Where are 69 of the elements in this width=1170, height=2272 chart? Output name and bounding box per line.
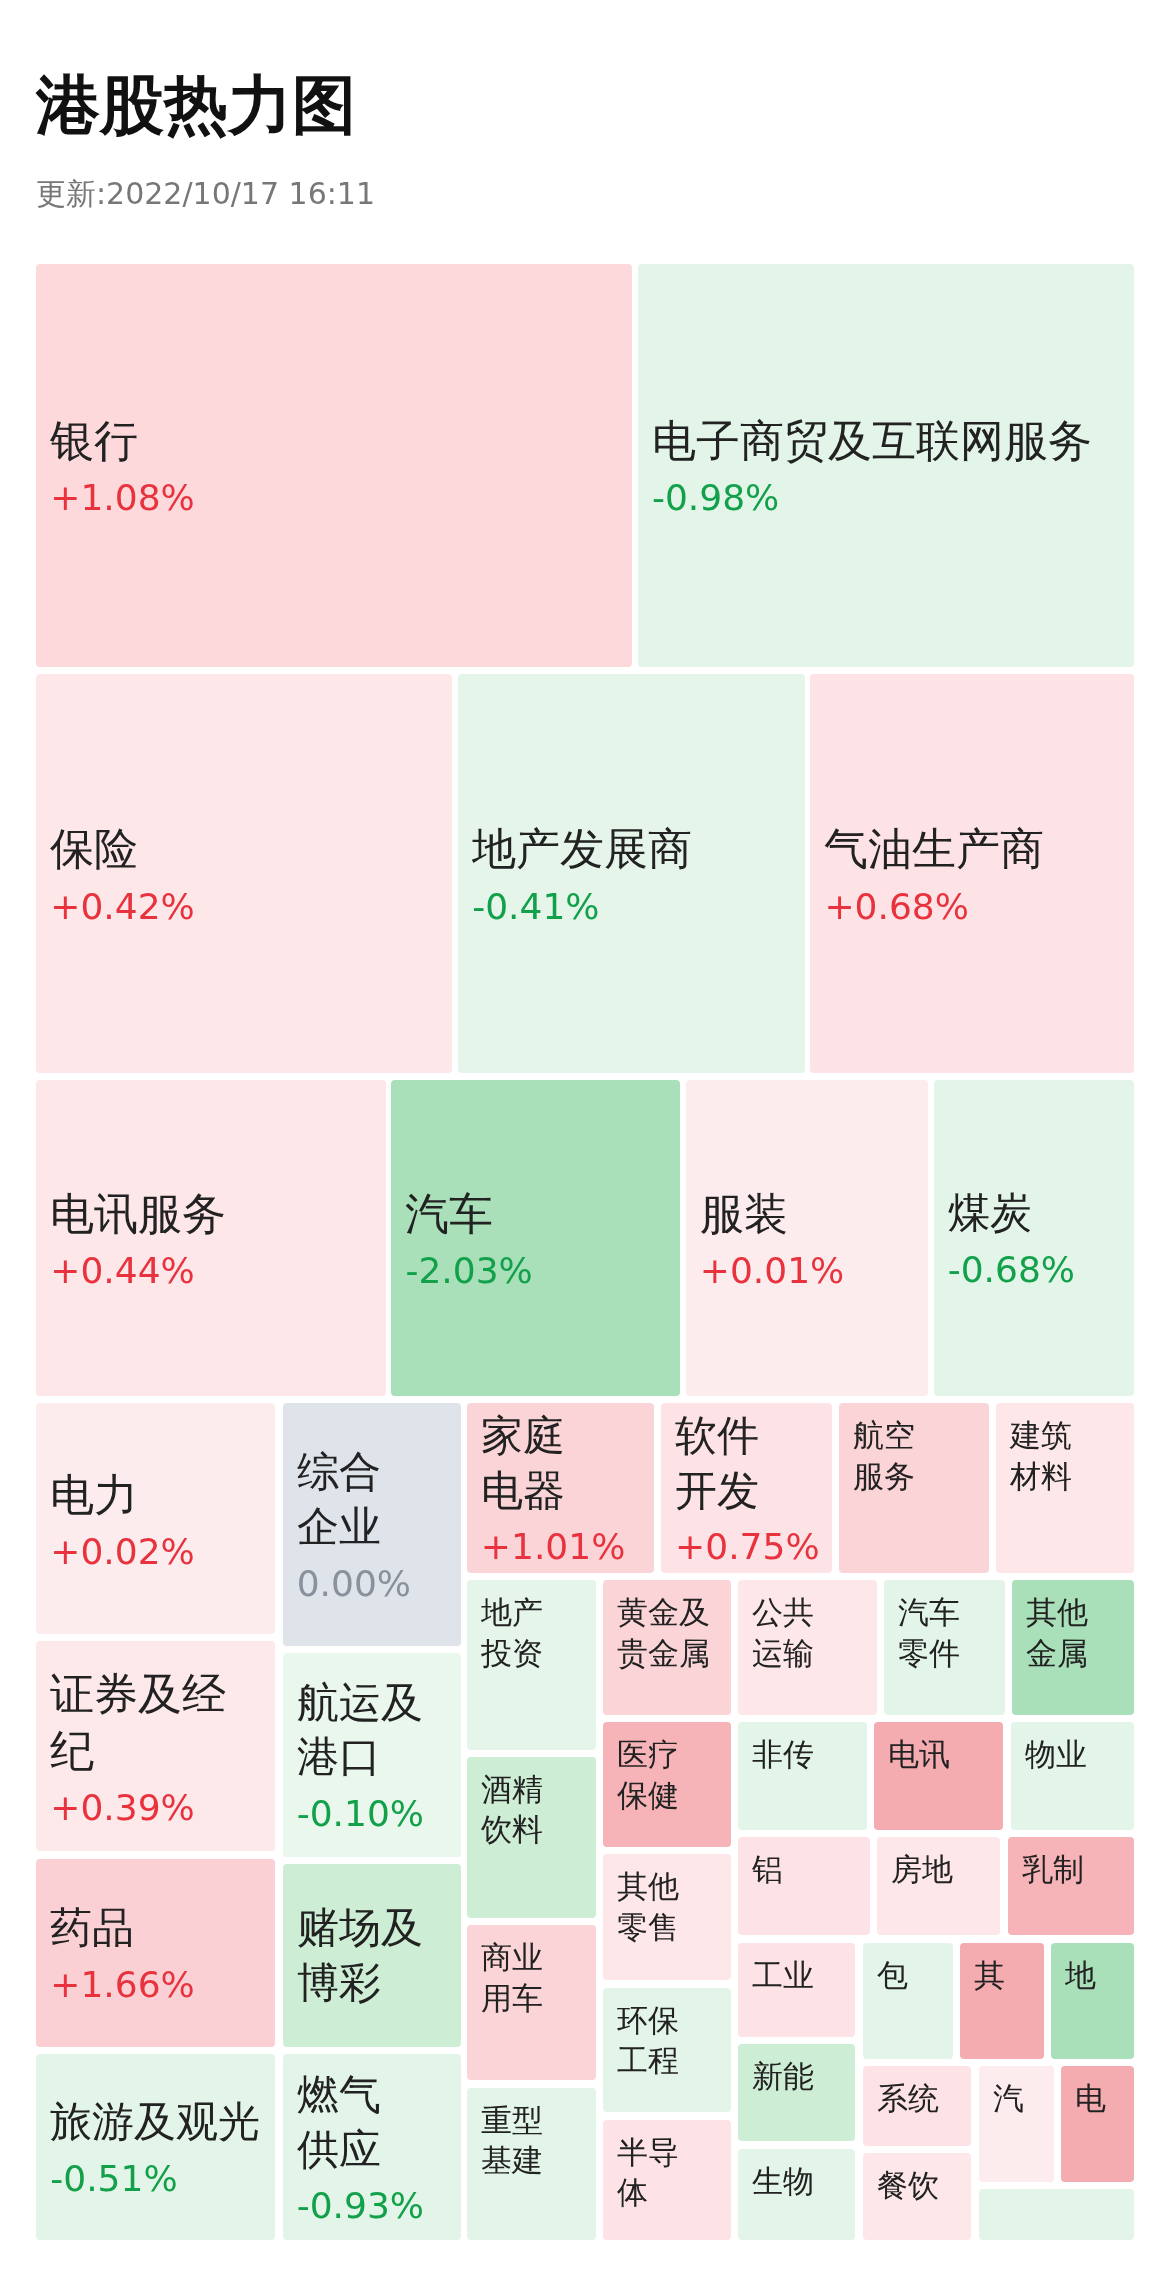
category-label: 保险 xyxy=(50,822,140,877)
category-label: 其 xyxy=(973,1955,1006,1995)
category-label: 地产投资 xyxy=(480,1593,544,1673)
category-label: 环保工程 xyxy=(617,2000,681,2080)
category-label: 新能 xyxy=(751,2057,815,2097)
category-label: 其他零售 xyxy=(617,1867,681,1947)
category-label: 商业用车 xyxy=(480,1938,544,2018)
category-label: 黄金及贵金属 xyxy=(617,1593,712,1673)
category-label: 工业 xyxy=(751,1955,815,1995)
category-label: 汽车零件 xyxy=(898,1593,962,1673)
category-label: 电子商贸及互联网服务 xyxy=(651,414,1093,469)
category-label: 软件开发 xyxy=(675,1410,761,1517)
data-label: -0.41% xyxy=(472,885,601,927)
category-label: 生物 xyxy=(751,2161,815,2201)
data-label: -0.10% xyxy=(296,1793,426,1835)
text: 港股热力图 xyxy=(36,67,356,144)
data-label: -0.93% xyxy=(296,2185,426,2227)
category-label: 赌场及博彩 xyxy=(296,1902,424,2009)
category-label: 重型基建 xyxy=(480,2100,544,2180)
category-label: 煤炭 xyxy=(947,1187,1033,1240)
category-label: 电力 xyxy=(50,1467,140,1522)
category-label: 电讯服务 xyxy=(50,1187,228,1242)
data-label: -0.51% xyxy=(50,2157,179,2199)
category-label: 电讯 xyxy=(888,1735,952,1775)
category-label: 建筑材料 xyxy=(1010,1416,1073,1496)
category-label: 旅游及观光 xyxy=(50,2096,262,2149)
category-label: 汽车 xyxy=(405,1187,495,1242)
category-label: 航运及港口 xyxy=(296,1676,424,1784)
category-label: 电 xyxy=(1075,2079,1108,2118)
category-label: 银行 xyxy=(50,414,140,469)
category-label: 物业 xyxy=(1024,1735,1088,1775)
category-label: 气油生产商 xyxy=(824,822,1046,877)
category-label: 证券及经纪 xyxy=(50,1666,228,1778)
data-label: +0.42% xyxy=(50,885,196,927)
data-label: -0.98% xyxy=(651,477,781,519)
category-label: 燃气供应 xyxy=(296,2069,382,2176)
data-label: 0.00% xyxy=(296,1562,413,1604)
category-label: 公共运输 xyxy=(751,1593,815,1673)
category-label: 铝 xyxy=(751,1849,784,1889)
data-label: +0.68% xyxy=(824,885,970,927)
data-label: +0.75% xyxy=(675,1526,820,1568)
category-label: 包 xyxy=(876,1955,909,1995)
category-label: 系统 xyxy=(876,2079,940,2118)
category-label: 综合企业 xyxy=(296,1446,382,1553)
data-label: +0.39% xyxy=(50,1786,196,1828)
category-label: 航空服务 xyxy=(853,1416,917,1496)
data-label: -2.03% xyxy=(405,1250,534,1292)
text: 更新:2022/10/17 16:11 xyxy=(36,175,376,213)
category-label: 酒精饮料 xyxy=(480,1770,544,1850)
category-label: 餐饮 xyxy=(876,2165,940,2205)
data-label: +1.08% xyxy=(50,477,196,519)
category-label: 非传 xyxy=(751,1735,815,1775)
category-label: 房地 xyxy=(891,1849,955,1889)
category-label: 药品 xyxy=(50,1902,136,1955)
category-label: 地 xyxy=(1065,1955,1098,1995)
category-label: 家庭电器 xyxy=(480,1410,566,1517)
data-label: +1.66% xyxy=(50,1963,196,2005)
data-label: +0.01% xyxy=(699,1250,846,1292)
data-label: -0.68% xyxy=(947,1248,1077,1290)
category-label: 汽 xyxy=(992,2079,1025,2118)
category-label: 半导体 xyxy=(617,2132,681,2212)
category-label: 乳制 xyxy=(1021,1849,1085,1889)
data-label: +0.44% xyxy=(50,1250,196,1292)
data-label: +0.02% xyxy=(50,1530,196,1572)
category-label: 其他金属 xyxy=(1025,1593,1089,1673)
category-label: 服装 xyxy=(699,1187,789,1242)
category-label: 地产发展商 xyxy=(472,822,694,877)
category-label: 医疗保健 xyxy=(617,1735,681,1815)
data-label: +1.01% xyxy=(480,1526,627,1568)
